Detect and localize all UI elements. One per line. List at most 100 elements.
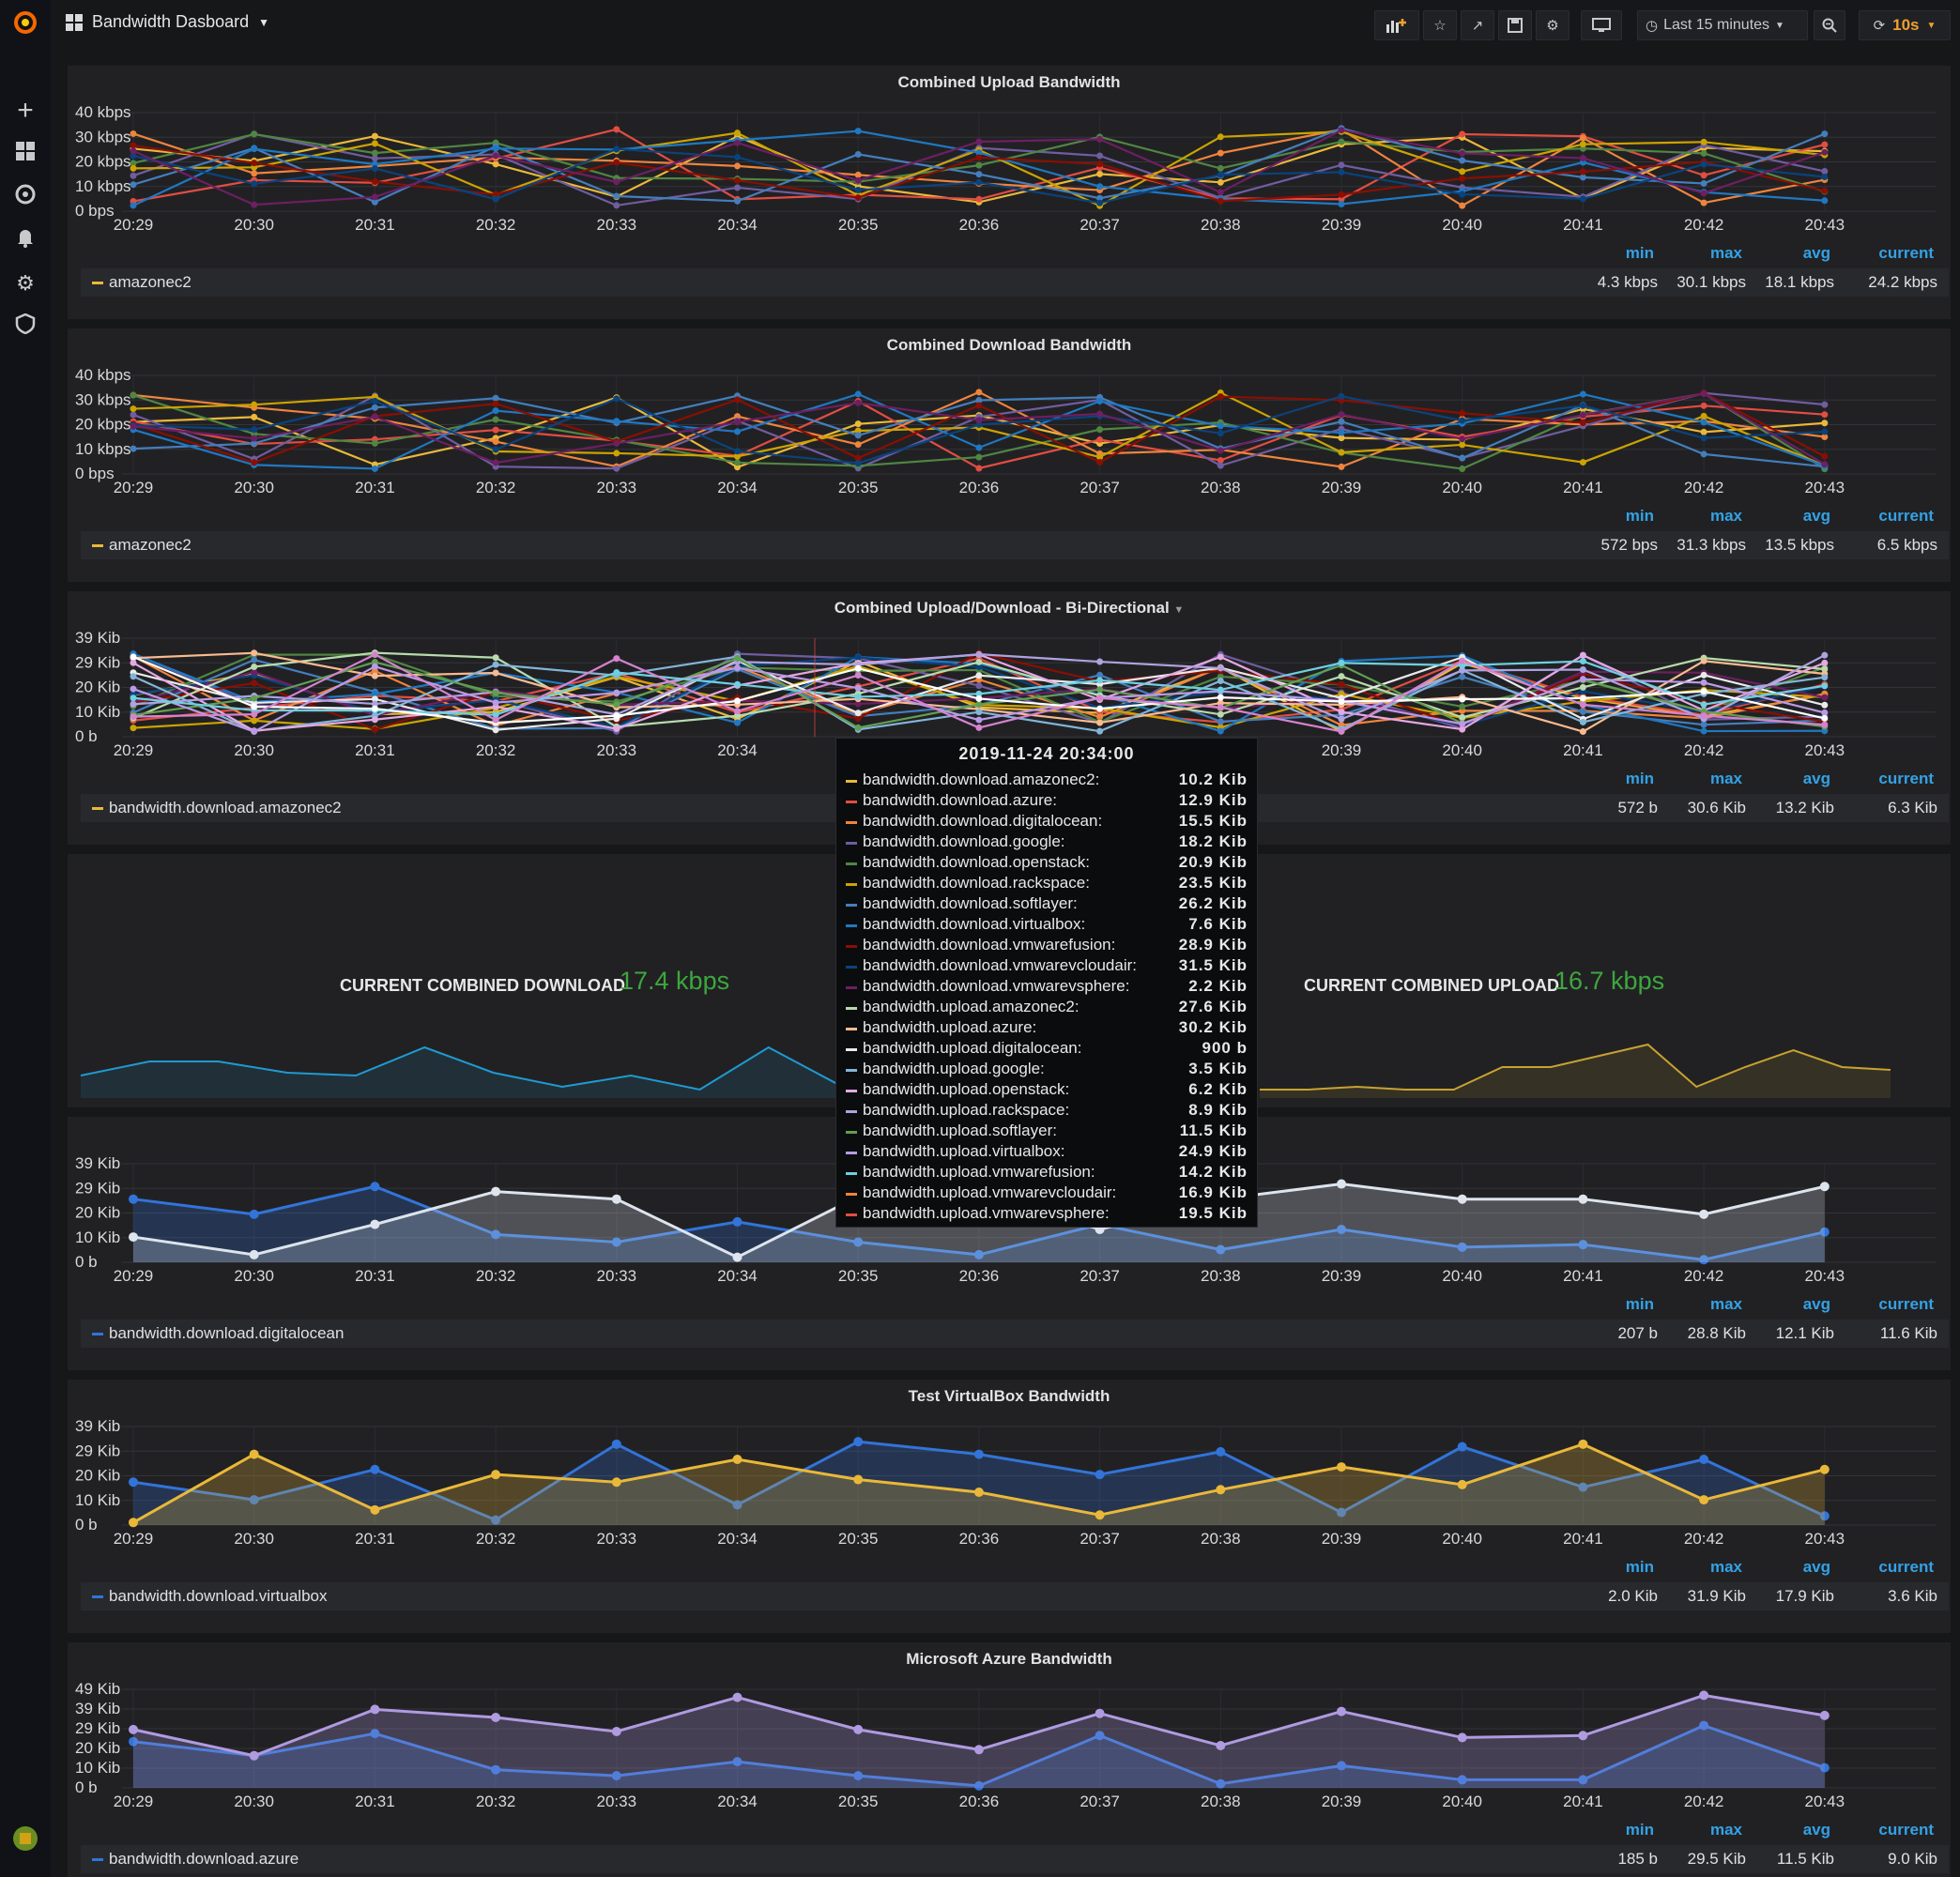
data-point[interactable] [1096, 183, 1104, 191]
data-point[interactable] [613, 192, 620, 200]
data-point[interactable] [734, 396, 741, 404]
data-point[interactable] [1579, 402, 1586, 409]
data-point[interactable] [1700, 712, 1707, 720]
data-point[interactable] [1095, 1708, 1105, 1718]
data-point[interactable] [371, 695, 378, 703]
data-point[interactable] [130, 142, 137, 149]
data-point[interactable] [1338, 418, 1345, 425]
server-admin-shield-icon[interactable] [12, 313, 38, 340]
data-point[interactable] [129, 1194, 138, 1204]
data-point[interactable] [251, 130, 258, 138]
data-point[interactable] [1337, 1462, 1346, 1473]
data-point[interactable] [734, 139, 741, 146]
data-point[interactable] [1338, 435, 1345, 442]
data-point[interactable] [613, 450, 620, 457]
data-point[interactable] [251, 201, 258, 208]
data-point[interactable] [1578, 1775, 1588, 1785]
data-point[interactable] [129, 1736, 138, 1747]
data-point[interactable] [1821, 452, 1829, 460]
data-point[interactable] [975, 453, 983, 461]
data-point[interactable] [249, 1249, 259, 1259]
data-point[interactable] [1579, 728, 1586, 736]
data-point[interactable] [613, 725, 620, 733]
panel-title[interactable]: Microsoft Azure Bandwidth [906, 1650, 1112, 1668]
data-point[interactable] [1700, 727, 1707, 735]
legend-header-max[interactable]: max [1709, 1821, 1742, 1839]
data-point[interactable] [249, 1495, 259, 1505]
configuration-gear-icon[interactable]: ⚙ [16, 271, 35, 295]
panel-virtualbox[interactable]: Test VirtualBox Bandwidth 39 Kib 29 Kib 20… [68, 1380, 1951, 1633]
data-point[interactable] [854, 684, 862, 692]
data-point[interactable] [613, 439, 620, 447]
data-point[interactable] [732, 1455, 743, 1464]
data-point[interactable] [734, 130, 741, 137]
data-point[interactable] [1338, 673, 1345, 680]
data-point[interactable] [1217, 710, 1224, 718]
data-point[interactable] [854, 194, 862, 202]
data-point[interactable] [734, 708, 741, 715]
legend-header-current[interactable]: current [1878, 244, 1934, 262]
data-point[interactable] [130, 152, 137, 160]
data-point[interactable] [611, 1237, 621, 1247]
data-point[interactable] [854, 715, 862, 723]
data-point[interactable] [973, 1780, 984, 1791]
data-point[interactable] [251, 413, 258, 420]
data-point[interactable] [1579, 168, 1586, 175]
data-point[interactable] [1216, 1741, 1226, 1750]
legend-color-swatch[interactable] [92, 1333, 103, 1335]
data-point[interactable] [975, 178, 983, 186]
data-point[interactable] [975, 682, 983, 690]
data-point[interactable] [1338, 709, 1345, 716]
data-point[interactable] [251, 703, 258, 710]
data-point[interactable] [492, 416, 499, 423]
data-point[interactable] [1579, 701, 1586, 709]
data-point[interactable] [492, 160, 499, 168]
data-point[interactable] [973, 1488, 984, 1497]
data-point[interactable] [129, 1518, 138, 1528]
data-point[interactable] [975, 724, 983, 731]
data-point[interactable] [1459, 157, 1466, 164]
data-point[interactable] [1821, 187, 1829, 194]
legend-header-min[interactable]: min [1625, 507, 1654, 525]
data-point[interactable] [130, 147, 137, 155]
data-point[interactable] [854, 427, 862, 435]
data-point[interactable] [1217, 422, 1224, 430]
data-point[interactable] [1217, 456, 1224, 464]
data-point[interactable] [492, 711, 499, 719]
data-point[interactable] [251, 170, 258, 177]
legend-color-swatch[interactable] [92, 1858, 103, 1861]
data-point[interactable] [975, 417, 983, 424]
data-point[interactable] [1821, 674, 1829, 681]
data-point[interactable] [249, 1750, 259, 1761]
data-point[interactable] [1699, 1495, 1709, 1505]
data-point[interactable] [1096, 694, 1104, 702]
data-point[interactable] [370, 1219, 380, 1229]
data-point[interactable] [1699, 1255, 1709, 1265]
data-point[interactable] [1821, 721, 1829, 728]
grafana-logo-icon[interactable] [12, 9, 38, 36]
data-point[interactable] [1700, 419, 1707, 426]
data-point[interactable] [371, 397, 378, 404]
add-panel-button[interactable] [1374, 10, 1419, 40]
data-point[interactable] [1819, 1763, 1830, 1773]
data-point[interactable] [1096, 410, 1104, 418]
data-point[interactable] [1096, 713, 1104, 721]
data-point[interactable] [734, 464, 741, 471]
data-point[interactable] [854, 460, 862, 467]
data-point[interactable] [251, 649, 258, 657]
data-point[interactable] [734, 197, 741, 205]
data-point[interactable] [491, 1229, 501, 1240]
data-point[interactable] [1096, 170, 1104, 177]
data-point[interactable] [130, 725, 137, 732]
data-point[interactable] [1216, 1778, 1226, 1789]
data-point[interactable] [130, 422, 137, 430]
data-point[interactable] [1096, 671, 1104, 679]
data-point[interactable] [1821, 420, 1829, 427]
data-point[interactable] [975, 421, 983, 429]
data-point[interactable] [491, 1470, 501, 1480]
legend-header-max[interactable]: max [1709, 244, 1742, 262]
data-point[interactable] [492, 726, 499, 734]
data-point[interactable] [732, 1252, 743, 1262]
data-point[interactable] [1819, 1464, 1830, 1474]
